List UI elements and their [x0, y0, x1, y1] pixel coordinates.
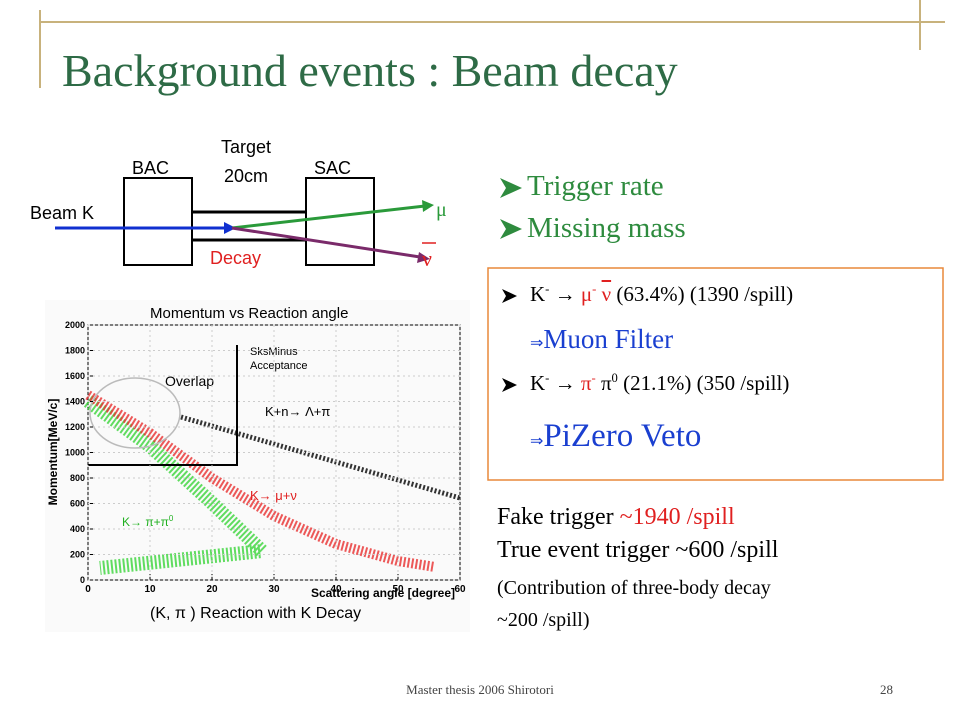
acceptance-label: Acceptance [250, 360, 307, 372]
product: μ [580, 282, 593, 306]
beam-label: Beam K [30, 203, 94, 223]
x-tick-label: 20 [206, 584, 218, 595]
result-arrow: ⇒ [530, 335, 544, 352]
x-axis-label: Scattering angle [degree] [311, 586, 455, 600]
footer: Master thesis 2006 Shirotori [406, 682, 554, 697]
neutrino-label: ν [422, 246, 432, 271]
y-tick-label: 200 [70, 550, 85, 560]
y-tick-label: 600 [70, 499, 85, 509]
lambda-label: K+n→ Λ+π [265, 404, 330, 419]
bullet-icons [500, 178, 522, 239]
fake-trigger: Fake trigger ~1940 /spill [497, 504, 735, 531]
result-text: Muon Filter [543, 324, 674, 354]
note: ~200 /spill) [497, 609, 590, 631]
fake-label: Fake trigger [497, 504, 614, 530]
x-tick-label: 0 [85, 584, 91, 595]
bullet-item: Missing mass [527, 212, 686, 244]
pi-pi0-label: K→ π+π0 [122, 514, 174, 529]
charge: - [545, 282, 550, 296]
x-tick-label: 10 [144, 584, 156, 595]
bac-box [123, 177, 193, 266]
target-length: 20cm [224, 166, 268, 186]
y-tick-label: 1000 [65, 448, 85, 458]
kaon: K [530, 371, 546, 395]
sac-box [305, 177, 375, 266]
acceptance-box [88, 345, 238, 466]
frame [39, 0, 945, 88]
decay-result: ⇒Muon Filter [530, 324, 673, 355]
plot-title: Momentum vs Reaction angle [150, 305, 348, 322]
mu-nu-label: K→ μ+ν [250, 488, 297, 503]
target-label: Target [221, 137, 271, 157]
scatter-band [83, 395, 278, 575]
product: π [600, 371, 612, 395]
overlap-ellipse [89, 377, 181, 449]
beam-diagram: Beam K BAC Target 20cm SAC Decay μ ν [30, 137, 447, 271]
result-arrow: ⇒ [530, 433, 544, 450]
product: π [580, 371, 592, 395]
x-tick-label: 40 [330, 584, 342, 595]
branching: (21.1%) (350 /spill) [623, 371, 790, 395]
y-tick-label: 1400 [65, 397, 85, 407]
charge: - [591, 371, 596, 385]
muon-label: μ [436, 199, 447, 221]
x-tick-label: 50 [392, 584, 404, 595]
beam-arrow [224, 222, 236, 234]
plot-caption: (K, π ) Reaction with K Decay [150, 605, 361, 622]
x-tick-label: 30 [268, 584, 280, 595]
scatter-band [85, 390, 436, 572]
branching: (63.4%) (1390 /spill) [616, 282, 794, 306]
momentum-plot: Momentum vs Reaction angle Momentum[MeV/… [45, 300, 470, 632]
charge: 0 [611, 371, 618, 385]
y-tick-label: 1200 [65, 422, 85, 432]
pi-pi0-text: K→ π+π [122, 515, 169, 529]
y-tick-label: 0 [80, 575, 85, 585]
mode-bullets [502, 289, 517, 392]
fake-value: ~1940 /spill [619, 504, 735, 530]
kaon: K [530, 282, 546, 306]
y-tick-label: 1600 [65, 371, 85, 381]
charge: - [545, 371, 550, 385]
scatter-band [180, 414, 461, 501]
true-trigger: True event trigger ~600 /spill [497, 537, 779, 563]
arrow: → [554, 371, 576, 395]
decay-mode: K- → π- π0 (21.1%) (350 /spill) [530, 371, 789, 396]
y-tick-label: 1800 [65, 346, 85, 356]
bullet-item: Trigger rate [527, 170, 664, 202]
bac-label: BAC [132, 158, 169, 178]
neutrino-track [231, 226, 421, 259]
overlap-label: Overlap [165, 373, 214, 389]
x-tick-label: 60 [454, 584, 466, 595]
decay-label: Decay [210, 248, 261, 268]
y-axis-label: Momentum[MeV/c] [46, 399, 60, 506]
y-tick-label: 2000 [65, 320, 85, 330]
neutrino-arrow [417, 252, 430, 263]
note: (Contribution of three-body decay [497, 577, 771, 599]
slide-title: Background events : Beam decay [62, 45, 678, 96]
page-number: 28 [880, 682, 893, 697]
product: ν [601, 282, 612, 306]
arrow: → [554, 282, 576, 306]
muon-track [231, 204, 426, 230]
decay-mode: K- → μ- ν (63.4%) (1390 /spill) [530, 282, 793, 307]
y-tick-label: 400 [70, 524, 85, 534]
pi0-superscript: 0 [169, 514, 174, 523]
decay-result: ⇒PiZero Veto [530, 418, 701, 455]
muon-arrow [422, 200, 434, 212]
sac-label: SAC [314, 158, 351, 178]
y-tick-label: 800 [70, 473, 85, 483]
charge: - [592, 282, 597, 296]
decay-box [487, 267, 944, 481]
result-text: PiZero Veto [543, 418, 702, 454]
